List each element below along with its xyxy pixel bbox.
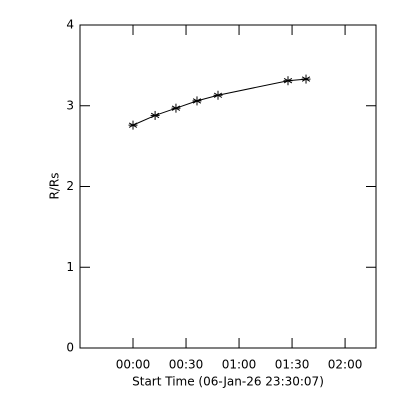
x-tick-label: 00:30 [169, 358, 204, 372]
data-point [171, 103, 181, 113]
data-point [213, 90, 223, 100]
y-axis-label: R/Rs [48, 173, 62, 200]
data-point [150, 110, 160, 120]
y-tick-label: 4 [66, 18, 74, 32]
data-point [192, 96, 202, 106]
data-point [283, 76, 293, 86]
y-tick-label: 0 [66, 341, 74, 355]
y-tick-label: 3 [66, 98, 74, 112]
y-tick-label: 2 [66, 179, 74, 193]
data-point [301, 74, 311, 84]
x-tick-label: 02:00 [328, 358, 363, 372]
x-tick-label: 00:00 [116, 358, 151, 372]
y-tick-label: 1 [66, 260, 74, 274]
x-tick-label: 01:00 [222, 358, 257, 372]
data-point [128, 120, 138, 130]
x-tick-label: 01:30 [275, 358, 310, 372]
x-axis-label: Start Time (06-Jan-26 23:30:07) [132, 375, 324, 389]
